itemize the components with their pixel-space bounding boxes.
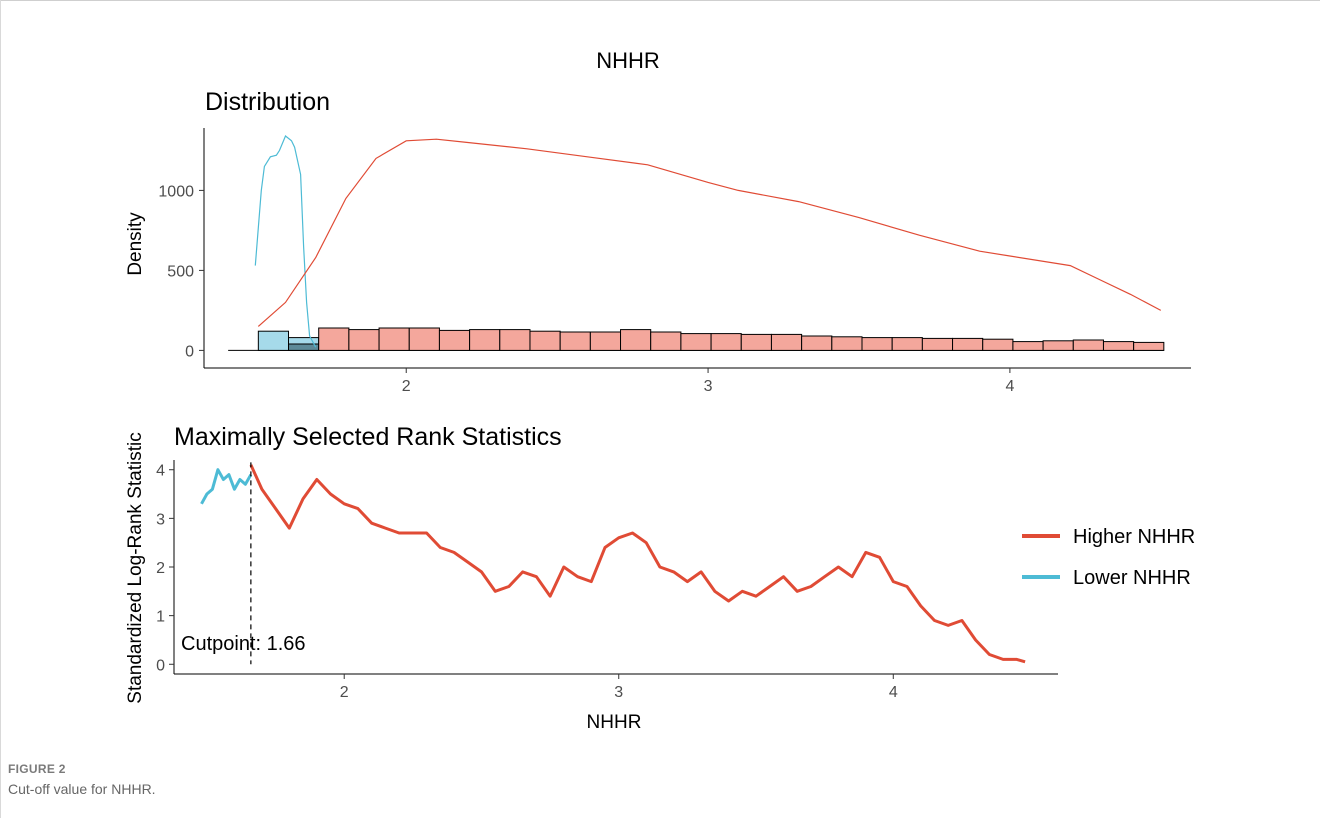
- top-divider: [0, 0, 1320, 1]
- histogram-bar-higher: [1042, 340, 1074, 351]
- y-tick-label: 1000: [158, 183, 194, 200]
- histogram-bar-higher: [1102, 341, 1135, 351]
- x-tick-label: 4: [889, 684, 898, 701]
- x-tick-label: 3: [704, 378, 713, 395]
- distribution-panel: Distribution Density 2 3 4 0 500 1000: [125, 88, 1191, 395]
- distribution-ylabel: Density: [125, 212, 146, 276]
- histogram-bar-higher: [469, 329, 501, 351]
- histogram-bar-higher: [589, 331, 622, 351]
- density-curves: [254, 135, 1162, 348]
- histogram-bar-higher: [499, 329, 531, 351]
- histogram-bar-higher: [770, 333, 803, 351]
- histogram-bar-higher: [1133, 341, 1165, 351]
- cutpoint-label: Cutpoint: 1.66: [181, 633, 306, 655]
- rank-statistics-title: Maximally Selected Rank Statistics: [174, 423, 562, 451]
- histogram-bar-lower: [257, 330, 290, 351]
- rank-xlabel: NHHR: [587, 712, 642, 733]
- histogram-bar-higher: [831, 336, 863, 351]
- legend: Higher NHHR Lower NHHR: [1022, 526, 1195, 589]
- distribution-x-ticks: 2 3 4: [402, 368, 1014, 395]
- histogram-bar-higher: [710, 333, 742, 351]
- y-tick-label: 0: [185, 343, 194, 360]
- density-curve-lower: [254, 135, 317, 348]
- x-tick-label: 2: [340, 684, 349, 701]
- y-tick-label: 3: [156, 511, 165, 528]
- rank-statistic-lines: [200, 464, 1026, 664]
- rank-line-lower: [200, 468, 253, 505]
- rank-y-ticks: 0 1 2 3 4: [156, 463, 174, 674]
- figure-caption-text: Cut-off value for NHHR.: [8, 781, 156, 797]
- legend-label-higher: Higher NHHR: [1073, 526, 1195, 548]
- left-divider: [0, 0, 1, 818]
- rank-statistics-panel: Maximally Selected Rank Statistics Stand…: [125, 423, 1058, 733]
- histogram-bar-higher: [891, 337, 923, 351]
- distribution-y-ticks: 0 500 1000: [158, 183, 204, 360]
- figure-caption-label: FIGURE 2: [8, 762, 66, 776]
- histogram-bar-higher: [408, 327, 440, 351]
- histogram-bar-higher: [952, 337, 984, 351]
- histogram-bar-higher: [1012, 341, 1044, 351]
- y-tick-label: 2: [156, 560, 165, 577]
- density-curve-higher: [257, 138, 1162, 327]
- histogram-bar-higher: [438, 329, 471, 351]
- histogram-bar-higher: [861, 337, 893, 351]
- histogram-bar-higher: [1072, 339, 1104, 351]
- x-tick-label: 2: [402, 378, 411, 395]
- histogram-bar-higher: [378, 327, 410, 351]
- y-tick-label: 500: [167, 263, 194, 280]
- histogram-bar-higher: [982, 338, 1014, 351]
- histogram-bar-higher: [680, 333, 712, 351]
- histogram-bar-higher: [740, 333, 772, 351]
- histogram-bar-higher: [620, 329, 652, 351]
- histogram-bar-higher: [801, 335, 833, 351]
- distribution-title: Distribution: [205, 88, 330, 116]
- rank-statistics-ylabel: Standardized Log-Rank Statistic: [125, 432, 146, 703]
- legend-label-lower: Lower NHHR: [1073, 567, 1191, 589]
- x-tick-label: 3: [614, 684, 623, 701]
- figure-canvas: NHHR Distribution Density 2 3 4 0 500 1000 M…: [125, 48, 1195, 733]
- histogram-bar-higher: [559, 331, 591, 351]
- x-tick-label: 4: [1005, 378, 1014, 395]
- histogram-bar-higher: [318, 327, 350, 351]
- histogram-bar-higher: [921, 337, 954, 351]
- y-tick-label: 1: [156, 609, 165, 626]
- histogram-bars: [228, 327, 1165, 351]
- rank-line-higher: [249, 464, 1026, 664]
- rank-x-ticks: 2 3 4: [340, 674, 898, 701]
- histogram-bar-higher: [529, 330, 561, 351]
- y-tick-label: 0: [156, 657, 165, 674]
- histogram-bar-higher: [348, 329, 380, 351]
- y-tick-label: 4: [156, 463, 165, 480]
- histogram-bar-higher: [650, 331, 682, 351]
- main-title: NHHR: [596, 48, 660, 73]
